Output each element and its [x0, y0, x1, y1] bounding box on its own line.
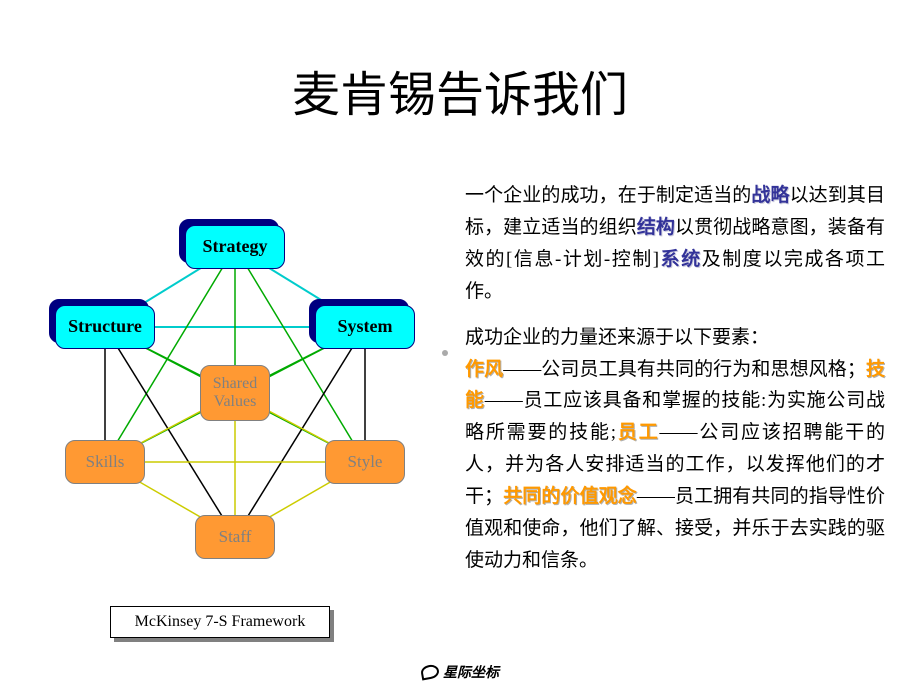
node-label: Strategy: [203, 237, 268, 257]
node-skills: Skills: [65, 440, 145, 484]
content-area: Strategy Structure System SharedValues Skill…: [0, 160, 920, 640]
paragraph-1: 一个企业的成功，在于制定适当的战略以达到其目标，建立适当的组织结构以贯彻战略意图…: [465, 180, 885, 308]
node-structure: Structure: [55, 305, 155, 349]
page-marker: [442, 350, 448, 356]
body-text: 一个企业的成功，在于制定适当的战略以达到其目标，建立适当的组织结构以贯彻战略意图…: [465, 180, 885, 591]
node-strategy: Strategy: [185, 225, 285, 269]
node-label: SharedValues: [213, 375, 257, 410]
edge-structure-staff: [105, 327, 235, 537]
node-label: Structure: [68, 317, 142, 337]
node-system: System: [315, 305, 415, 349]
node-style: Style: [325, 440, 405, 484]
keyword-structure: 结构: [637, 217, 675, 238]
edge-strategy-style: [235, 247, 365, 462]
logo-icon: [420, 664, 440, 681]
keyword-shared-values: 共同的价值观念: [503, 486, 637, 507]
footer-logo: 星际坐标: [421, 662, 499, 682]
keyword-strategy: 战略: [751, 185, 789, 206]
diagram-7s: Strategy Structure System SharedValues Skill…: [30, 190, 440, 610]
keyword-staff: 员工: [616, 422, 659, 443]
slide-title: 麦肯锡告诉我们: [0, 0, 920, 125]
text-span: 成功企业的力量还来源于以下要素：: [465, 327, 769, 348]
diagram-caption: McKinsey 7-S Framework: [110, 606, 330, 638]
paragraph-2: 成功企业的力量还来源于以下要素： 作风——公司员工具有共同的行为和思想风格；技能…: [465, 322, 885, 577]
caption-text: McKinsey 7-S Framework: [135, 613, 306, 631]
node-shared: SharedValues: [200, 365, 270, 421]
text-span: ——公司员工具有共同的行为和思想风格；: [503, 359, 866, 380]
text-span: 一个企业的成功，在于制定适当的: [465, 185, 751, 206]
node-label: Skills: [86, 453, 125, 472]
edge-strategy-skills: [105, 247, 235, 462]
keyword-system: 系统: [659, 249, 702, 270]
node-label: Staff: [219, 528, 252, 547]
footer-text: 星际坐标: [443, 662, 499, 682]
node-staff: Staff: [195, 515, 275, 559]
keyword-style: 作风: [465, 359, 503, 380]
node-label: Style: [348, 453, 383, 472]
node-label: System: [338, 317, 393, 337]
edge-system-staff: [235, 327, 365, 537]
